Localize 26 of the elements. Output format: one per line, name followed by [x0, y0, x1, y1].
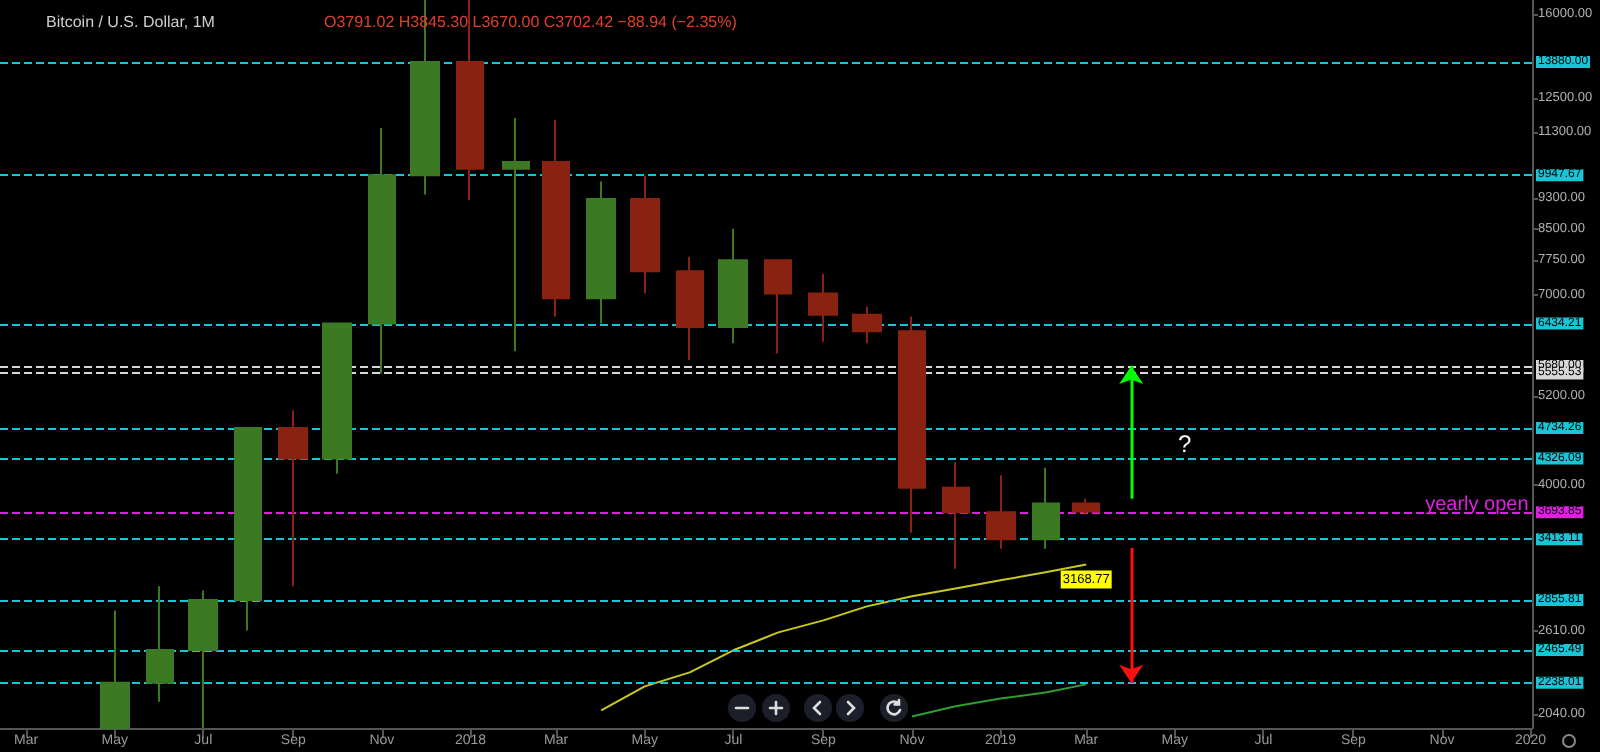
candlestick: [100, 609, 130, 729]
line-series: [910, 683, 1088, 718]
candlestick: [322, 322, 352, 475]
text: Bitcoin / U.S. Dollar, 1M: [46, 13, 216, 31]
candlestick: [188, 589, 218, 729]
candlestick: [898, 315, 926, 534]
annotation: ?: [1178, 430, 1192, 458]
candlestick: [808, 272, 838, 343]
candlestick: [852, 305, 882, 345]
candlestick: [676, 255, 704, 362]
candlestick: [986, 474, 1016, 550]
annotation: yearly open: [1425, 493, 1529, 516]
candlestick: [368, 127, 396, 375]
candlestick: [764, 259, 792, 355]
candlestick: [502, 117, 530, 353]
candlestick: [586, 180, 616, 325]
candlestick: [278, 409, 308, 588]
candlestick: [234, 426, 262, 632]
candlestick: [1032, 466, 1060, 550]
candlestick: [630, 174, 660, 295]
candlestick: [146, 585, 174, 703]
candlestick: [718, 227, 748, 345]
candlestick: [1072, 497, 1100, 516]
candlestick: [542, 119, 570, 318]
candlestick: [942, 461, 970, 570]
text: O3791.02 H3845.30 L3670.00 C3702.42 −88.94 (−2.35%): [324, 13, 738, 31]
